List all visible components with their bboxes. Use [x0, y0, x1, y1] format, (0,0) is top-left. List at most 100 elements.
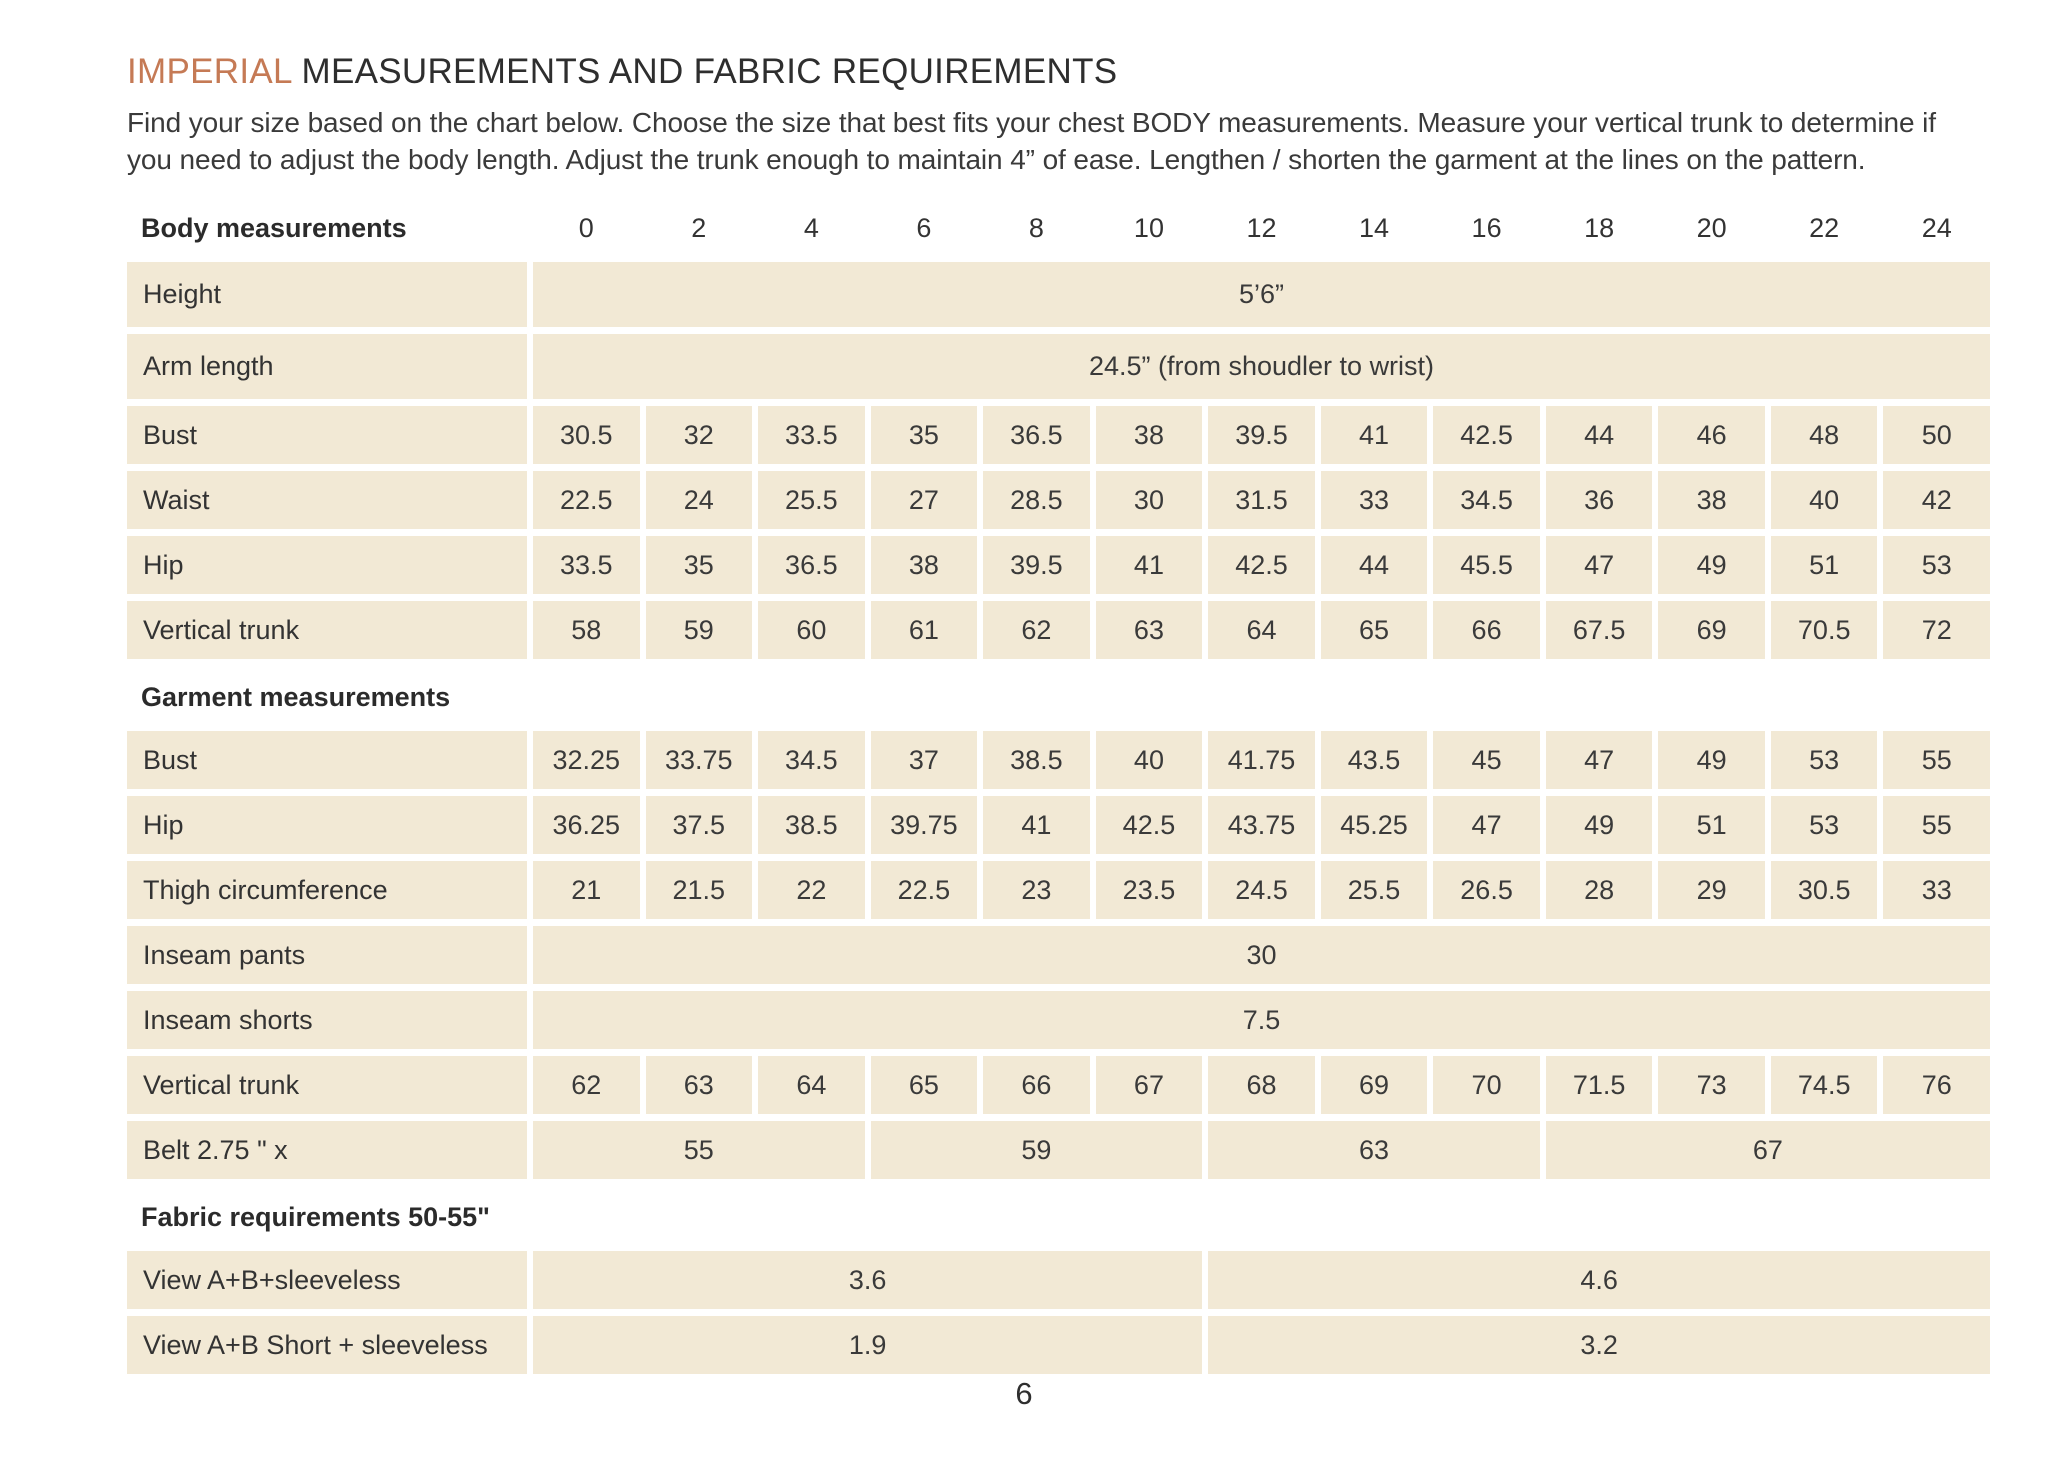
section-heading-row: Body measurements 0 2 4 6 8 10 12 14 16 18 20 22 24 [127, 206, 1990, 250]
value-cell: 47 [1433, 796, 1540, 854]
group-value-cell: 3.2 [1208, 1316, 1990, 1374]
value-cell: 33 [1883, 861, 1990, 919]
value-cell: 32 [645, 406, 753, 464]
size-header-cell: 18 [1584, 212, 1615, 243]
row-label: Inseam pants [127, 926, 527, 984]
value-cell: 60 [758, 601, 865, 659]
value-cell: 46 [1658, 406, 1765, 464]
value-cell: 67.5 [1545, 601, 1653, 659]
table-row: View A+B Short + sleeveless 1.9 3.2 [127, 1316, 1990, 1374]
value-cell: 40 [1770, 471, 1878, 529]
value-cell: 22.5 [870, 861, 978, 919]
value-cell: 63 [645, 1056, 753, 1114]
value-cell: 65 [1320, 601, 1428, 659]
value-cell: 38.5 [983, 731, 1090, 789]
row-label: Hip [127, 796, 527, 854]
value-cell: 55 [1883, 796, 1990, 854]
page-title: IMPERIAL MEASUREMENTS AND FABRIC REQUIRE… [127, 52, 1990, 92]
value-cell: 23 [983, 861, 1090, 919]
value-cell: 26.5 [1433, 861, 1540, 919]
value-cell: 41 [1320, 406, 1428, 464]
value-cell: 65 [870, 1056, 978, 1114]
section-heading-label: Fabric requirements 50-55" [141, 1201, 490, 1232]
value-cell: 38 [1095, 406, 1203, 464]
value-cell: 22.5 [533, 471, 640, 529]
group-value-cell: 55 [533, 1121, 865, 1179]
row-label: Belt 2.75 " x [127, 1121, 527, 1179]
page-number: 6 [1015, 1376, 1033, 1411]
value-cell: 53 [1770, 731, 1878, 789]
value-cell: 44 [1545, 406, 1653, 464]
value-cell: 30 [1095, 471, 1203, 529]
value-cell: 50 [1883, 406, 1990, 464]
value-cell: 27 [870, 471, 978, 529]
value-cell: 36.5 [758, 536, 865, 594]
size-table: Body measurements 0 2 4 6 8 10 12 14 16 18 20 22 24 He… [127, 206, 1990, 1374]
value-cell: 38 [870, 536, 978, 594]
value-cell: 64 [758, 1056, 865, 1114]
row-label: Bust [127, 406, 527, 464]
value-cell: 70 [1433, 1056, 1540, 1114]
group-value-cell: 3.6 [533, 1251, 1203, 1309]
section-heading-row: Fabric requirements 50-55" [127, 1195, 1990, 1239]
value-cell: 38.5 [758, 796, 865, 854]
table-row: Hip 36.25 37.5 38.5 39.75 41 42.5 43.75 45.25 47 4… [127, 796, 1990, 854]
span-value-cell: 7.5 [533, 991, 1990, 1049]
value-cell: 29 [1658, 861, 1765, 919]
size-header-cell: 12 [1246, 212, 1277, 243]
value-cell: 63 [1095, 601, 1203, 659]
value-cell: 35 [645, 536, 753, 594]
size-header-cell: 0 [578, 212, 594, 243]
value-cell: 37.5 [645, 796, 753, 854]
size-header-cell: 2 [691, 212, 707, 243]
value-cell: 51 [1770, 536, 1878, 594]
value-cell: 66 [1433, 601, 1540, 659]
page-content: IMPERIAL MEASUREMENTS AND FABRIC REQUIRE… [127, 52, 1990, 1381]
value-cell: 28.5 [983, 471, 1090, 529]
value-cell: 71.5 [1545, 1056, 1653, 1114]
size-header-cell: 8 [1028, 212, 1044, 243]
table-row: Height 5’6” [127, 262, 1990, 327]
value-cell: 43.5 [1320, 731, 1428, 789]
value-cell: 39.5 [1208, 406, 1315, 464]
value-cell: 30.5 [1770, 861, 1878, 919]
value-cell: 30.5 [533, 406, 640, 464]
value-cell: 23.5 [1095, 861, 1203, 919]
table-row: Vertical trunk 58 59 60 61 62 63 64 65 66 67.5 69 70… [127, 601, 1990, 659]
value-cell: 69 [1658, 601, 1765, 659]
value-cell: 42 [1883, 471, 1990, 529]
value-cell: 45 [1433, 731, 1540, 789]
size-header-cell: 20 [1696, 212, 1727, 243]
value-cell: 62 [533, 1056, 640, 1114]
value-cell: 41 [983, 796, 1090, 854]
value-cell: 33.5 [758, 406, 865, 464]
table-row: Inseam shorts 7.5 [127, 991, 1990, 1049]
value-cell: 49 [1545, 796, 1653, 854]
intro-paragraph: Find your size based on the chart below.… [127, 107, 1936, 175]
value-cell: 34.5 [1433, 471, 1540, 529]
value-cell: 24.5 [1208, 861, 1315, 919]
value-cell: 58 [533, 601, 640, 659]
value-cell: 53 [1883, 536, 1990, 594]
size-header-cell: 16 [1471, 212, 1502, 243]
value-cell: 42.5 [1433, 406, 1540, 464]
section-heading-row: Garment measurements [127, 675, 1990, 719]
value-cell: 45.5 [1433, 536, 1540, 594]
value-cell: 36.5 [983, 406, 1090, 464]
table-row: View A+B+sleeveless 3.6 4.6 [127, 1251, 1990, 1309]
row-label: Height [127, 262, 527, 327]
table-row: Arm length 24.5” (from shoudler to wrist) [127, 334, 1990, 399]
value-cell: 47 [1545, 536, 1653, 594]
row-label: View A+B+sleeveless [127, 1251, 527, 1309]
value-cell: 42.5 [1095, 796, 1203, 854]
value-cell: 40 [1095, 731, 1203, 789]
value-cell: 28 [1545, 861, 1653, 919]
value-cell: 25.5 [1320, 861, 1428, 919]
value-cell: 34.5 [758, 731, 865, 789]
value-cell: 39.5 [983, 536, 1090, 594]
value-cell: 24 [645, 471, 753, 529]
value-cell: 49 [1658, 536, 1765, 594]
row-label: Arm length [127, 334, 527, 399]
value-cell: 55 [1883, 731, 1990, 789]
group-value-cell: 4.6 [1208, 1251, 1990, 1309]
